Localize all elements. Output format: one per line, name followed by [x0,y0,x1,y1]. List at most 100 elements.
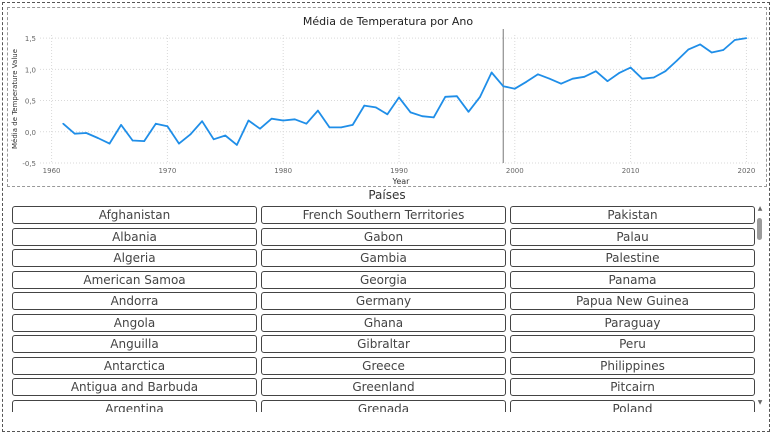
data-point [351,124,354,126]
x-tick-label: 1990 [390,167,408,175]
data-point [328,126,331,129]
data-point [710,51,713,54]
slicer-item[interactable]: Albania [12,227,257,246]
slicer-item[interactable]: Argentina [12,399,257,412]
slicer-item[interactable]: Gabon [261,227,506,246]
data-point [676,59,678,62]
data-point [664,70,667,73]
data-point [375,106,377,109]
slicer-item[interactable]: Philippines [510,356,755,375]
chart-title: Média de Temperatura por Ano [303,15,473,28]
data-point [571,77,574,80]
slicer-item[interactable]: Greece [261,356,506,375]
data-point [224,134,227,137]
data-point [259,127,261,130]
x-tick-label: 1960 [43,167,61,175]
scroll-down-arrow-icon[interactable]: ▼ [757,399,763,406]
country-slicer[interactable]: Afghanistan Albania Algeria American Samoa A… [8,204,768,412]
slicer-item[interactable]: American Samoa [12,270,257,289]
y-tick-label: 1,0 [25,66,36,74]
data-point [363,104,366,107]
data-point [444,96,447,98]
data-point [340,126,342,129]
data-point [479,96,481,98]
data-point [421,115,423,117]
data-point [131,139,134,142]
slicer-item[interactable]: Palestine [510,249,755,267]
slicer-item[interactable]: Peru [510,335,755,353]
scrollbar-thumb[interactable] [757,218,762,240]
series-line [62,37,747,146]
slicer-item[interactable]: Algeria [12,249,257,267]
data-point [97,137,99,139]
slicer-item[interactable]: Antigua and Barbuda [12,378,257,396]
slicer-item[interactable]: Paraguay [510,313,755,332]
data-point [525,81,528,83]
data-point [583,76,586,78]
data-point [212,138,215,141]
data-point [734,39,736,41]
slicer-item[interactable]: Antarctica [12,356,257,375]
data-point [537,73,539,76]
line-chart-visual[interactable]: Média de Temperatura por Ano -0,5 0,0 0,5 1,… [7,7,767,187]
data-point [317,109,319,112]
slicer-item[interactable]: Gambia [261,249,506,267]
data-point [143,140,146,142]
data-point [282,119,284,122]
slicer-item[interactable]: Ghana [261,313,506,332]
slicer-item[interactable]: Germany [261,292,506,310]
data-point [85,132,88,134]
data-point [699,43,701,46]
data-point [467,111,470,113]
slicer-item[interactable]: Papua New Guinea [510,292,755,310]
data-point [595,70,597,73]
y-tick-label: 1,5 [25,35,36,43]
slicer-item[interactable]: Pakistan [510,206,755,224]
data-point [305,122,308,125]
slicer-item[interactable]: Andorra [12,292,257,310]
slicer-item[interactable]: French Southern Territories [261,206,506,224]
scroll-up-arrow-icon[interactable]: ▲ [757,205,763,212]
data-point [189,133,192,136]
data-point [722,49,725,51]
data-point [62,122,64,125]
data-point [73,132,76,135]
slicer-item[interactable]: Angola [12,313,257,332]
data-point [490,71,493,74]
x-tick-label: 2000 [506,167,524,175]
data-point [293,118,296,121]
slicer-scrollbar[interactable]: ▲ ▼ [756,206,764,406]
slicer-item[interactable]: Palau [510,227,755,246]
slicer-title: Países [368,188,406,202]
slicer-item[interactable]: Afghanistan [12,206,257,224]
data-point [108,142,111,145]
data-point [120,124,122,126]
y-tick-label: 0,0 [25,129,36,137]
slicer-item[interactable]: Anguilla [12,335,257,353]
data-point [745,37,748,39]
x-tick-label: 1980 [274,167,292,175]
slicer-item[interactable]: Panama [510,270,755,289]
slicer-item[interactable]: Grenada [261,399,506,412]
data-point [201,120,203,122]
data-point [652,76,655,79]
data-point [548,77,551,80]
data-point [409,111,412,114]
y-tick-label: -0,5 [22,160,36,168]
data-point [178,142,180,145]
data-point [236,144,238,146]
data-point [560,82,562,85]
data-point [247,119,250,122]
slicer-item[interactable]: Gibraltar [261,335,506,353]
data-point [629,66,632,69]
y-axis-label: Média de Temperature Value [11,49,19,149]
data-point [398,96,400,99]
slicer-item[interactable]: Pitcairn [510,378,755,396]
data-point [155,122,157,125]
slicer-item[interactable]: Greenland [261,378,506,396]
data-point [166,125,169,127]
x-tick-label: 1970 [158,167,176,175]
y-tick-label: 0,5 [25,98,36,106]
slicer-item[interactable]: Georgia [261,270,506,289]
slicer-item[interactable]: Poland [510,399,755,412]
